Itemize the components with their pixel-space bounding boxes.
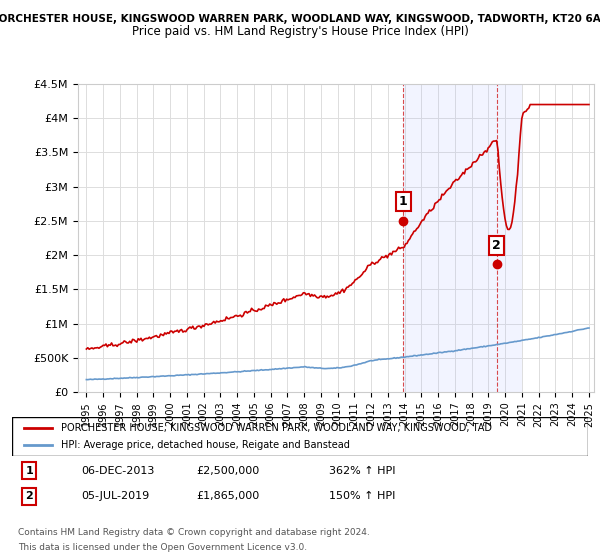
Text: 2: 2 <box>25 491 33 501</box>
Text: 05-JUL-2019: 05-JUL-2019 <box>81 491 149 501</box>
Text: 1: 1 <box>399 195 408 208</box>
Text: £1,865,000: £1,865,000 <box>196 491 260 501</box>
Text: 1: 1 <box>25 465 33 475</box>
Text: This data is licensed under the Open Government Licence v3.0.: This data is licensed under the Open Gov… <box>18 543 307 552</box>
Text: 150% ↑ HPI: 150% ↑ HPI <box>329 491 395 501</box>
Text: 362% ↑ HPI: 362% ↑ HPI <box>329 465 395 475</box>
Text: 2: 2 <box>493 239 501 251</box>
Text: Price paid vs. HM Land Registry's House Price Index (HPI): Price paid vs. HM Land Registry's House … <box>131 25 469 38</box>
Text: £2,500,000: £2,500,000 <box>196 465 260 475</box>
Text: PORCHESTER HOUSE, KINGSWOOD WARREN PARK, WOODLAND WAY, KINGSWOOD, TAD: PORCHESTER HOUSE, KINGSWOOD WARREN PARK,… <box>61 423 492 433</box>
Bar <box>403 84 522 392</box>
Text: HPI: Average price, detached house, Reigate and Banstead: HPI: Average price, detached house, Reig… <box>61 440 350 450</box>
Text: Contains HM Land Registry data © Crown copyright and database right 2024.: Contains HM Land Registry data © Crown c… <box>18 528 370 537</box>
Text: PORCHESTER HOUSE, KINGSWOOD WARREN PARK, WOODLAND WAY, KINGSWOOD, TADWORTH, KT20: PORCHESTER HOUSE, KINGSWOOD WARREN PARK,… <box>0 14 600 24</box>
Text: 06-DEC-2013: 06-DEC-2013 <box>81 465 154 475</box>
